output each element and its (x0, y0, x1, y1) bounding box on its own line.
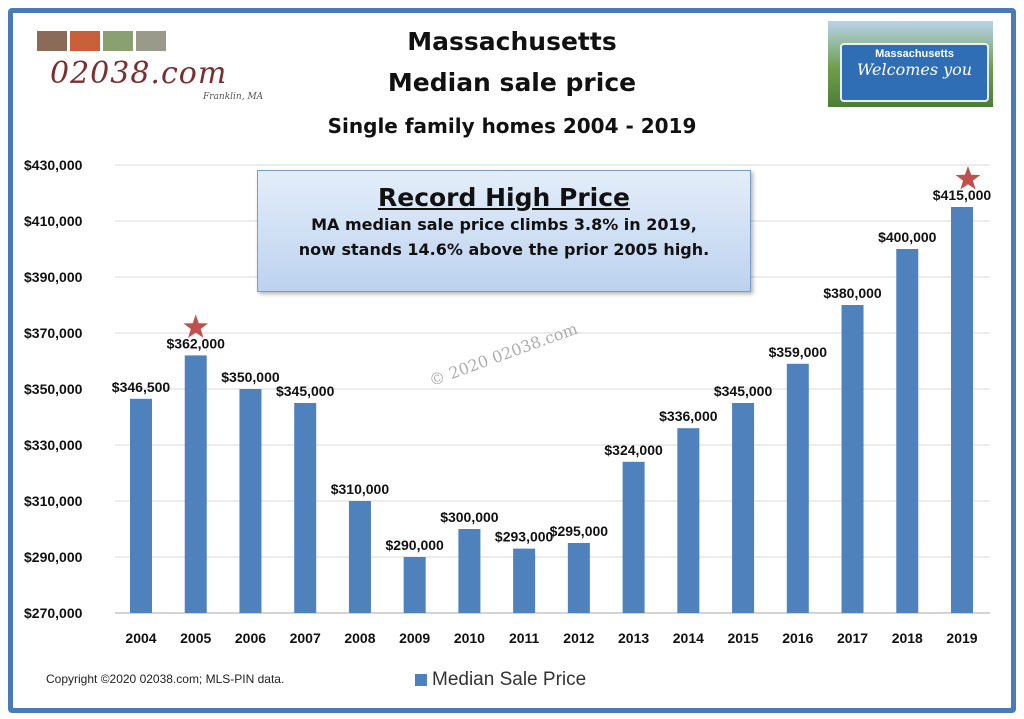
legend: Median Sale Price (415, 669, 586, 691)
y-tick-label: $290,000 (24, 549, 83, 565)
callout-line1: MA median sale price climbs 3.8% in 2019… (311, 215, 697, 234)
x-tick-label: 2010 (454, 630, 485, 646)
x-tick-label: 2008 (344, 630, 375, 646)
data-label: $362,000 (167, 335, 226, 351)
logo-photos (37, 31, 166, 51)
bar (732, 403, 755, 613)
data-label: $346,500 (112, 379, 171, 395)
copyright: Copyright ©2020 02038.com; MLS-PIN data. (46, 672, 285, 686)
data-label: $293,000 (495, 529, 554, 545)
data-label: $400,000 (878, 229, 937, 245)
data-label: $300,000 (440, 509, 499, 525)
x-tick-label: 2015 (727, 630, 758, 646)
x-tick-label: 2013 (618, 630, 649, 646)
data-label: $345,000 (276, 383, 335, 399)
data-label: $324,000 (604, 442, 663, 458)
callout-line2: now stands 14.6% above the prior 2005 hi… (298, 240, 710, 259)
x-tick-label: 2012 (563, 630, 594, 646)
x-tick-label: 2018 (892, 630, 923, 646)
welcome-sign-image: Massachusetts Welcomes you (828, 21, 993, 107)
record-callout: Record High Price MA median sale price c… (257, 170, 751, 292)
data-label: $310,000 (331, 481, 390, 497)
y-tick-label: $370,000 (24, 325, 83, 341)
x-tick-label: 2005 (180, 630, 211, 646)
data-label: $290,000 (385, 537, 444, 553)
star-icon (183, 314, 209, 338)
legend-swatch (415, 674, 427, 686)
data-label: $345,000 (714, 383, 773, 399)
bar (239, 389, 262, 613)
bar (458, 529, 481, 613)
logo-subtext: Franklin, MA (203, 92, 264, 102)
x-tick-label: 2019 (946, 630, 977, 646)
data-label: $295,000 (550, 523, 609, 539)
bar (348, 501, 371, 613)
data-label: $415,000 (933, 187, 992, 203)
bar (184, 355, 207, 613)
y-tick-label: $270,000 (24, 605, 83, 621)
x-tick-label: 2014 (673, 630, 704, 646)
bar (896, 249, 919, 613)
y-tick-label: $390,000 (24, 269, 83, 285)
x-tick-label: 2009 (399, 630, 430, 646)
legend-label: Median Sale Price (432, 669, 587, 690)
x-tick-label: 2004 (125, 630, 156, 646)
chart-subtitle: Single family homes 2004 - 2019 (327, 114, 697, 138)
y-tick-label: $310,000 (24, 493, 83, 509)
data-label: $350,000 (221, 369, 280, 385)
sign-line1: Massachusetts (875, 48, 954, 60)
chart-title-line1: Massachusetts (407, 27, 617, 56)
bar (130, 398, 152, 613)
sign-line2: Welcomes you (856, 60, 973, 79)
x-tick-label: 2016 (782, 630, 813, 646)
bar (841, 305, 864, 613)
y-tick-label: $410,000 (24, 213, 83, 229)
y-tick-label: $350,000 (24, 381, 83, 397)
bar (403, 557, 426, 613)
x-tick-label: 2011 (509, 630, 540, 646)
y-tick-label: $330,000 (24, 437, 83, 453)
bar (294, 403, 317, 613)
logo: 02038.com (50, 56, 228, 91)
star-icon (955, 166, 981, 190)
data-label: $336,000 (659, 408, 718, 424)
data-label: $359,000 (769, 344, 828, 360)
x-tick-label: 2007 (290, 630, 321, 646)
x-tick-label: 2017 (837, 630, 868, 646)
bar (567, 543, 590, 613)
bar (951, 207, 973, 613)
chart-title-line2: Median sale price (387, 68, 637, 97)
callout-heading: Record High Price (377, 183, 630, 212)
x-tick-label: 2006 (235, 630, 266, 646)
bar (622, 461, 645, 613)
bar (513, 548, 536, 613)
data-label: $380,000 (823, 285, 882, 301)
bar (786, 363, 809, 613)
bar (677, 428, 700, 613)
y-tick-label: $430,000 (24, 157, 83, 173)
